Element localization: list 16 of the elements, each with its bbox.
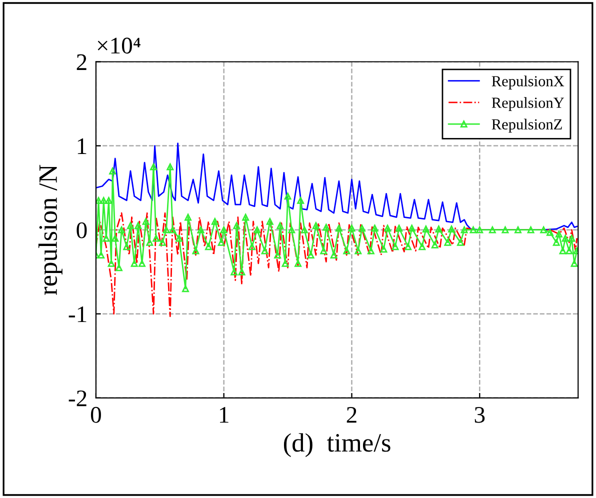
legend-label: RepulsionX [492,76,564,90]
y-tick-label: -1 [68,306,86,322]
legend-label: RepulsionZ [492,118,562,133]
x-tick-label: 2 [346,406,356,423]
x-tick-label: 3 [474,406,485,423]
x-tick-label: 0 [90,406,101,423]
y-tick-label: -2 [68,390,86,406]
line-series [96,212,578,318]
y-tick-label: 0 [76,222,87,238]
y-axis-title: repulsion /N [38,164,62,295]
text: ×10⁴ [98,38,140,54]
y-tick-label: 2 [76,54,86,70]
x-axis-title: (d) time/s [284,433,390,458]
x-tick-label: 1 [220,407,228,423]
y-tick-label: 1 [78,138,86,154]
legend-label: RepulsionY [492,97,564,112]
